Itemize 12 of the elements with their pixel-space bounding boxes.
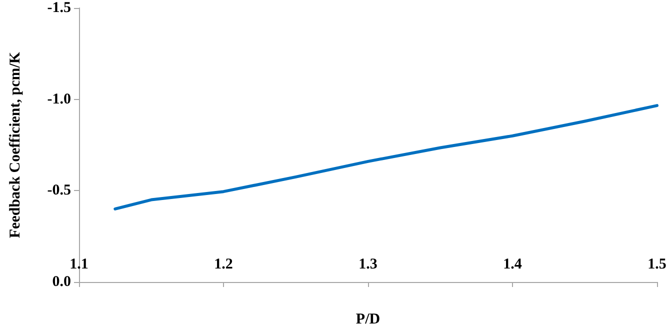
x-tick-label: 1.5 <box>648 256 666 272</box>
y-tick-label: 0.0 <box>52 274 71 290</box>
line-series <box>114 104 658 210</box>
x-tick-label: 1.3 <box>358 256 378 272</box>
x-tick-label: 1.4 <box>503 256 522 272</box>
y-axis-title: Feedback Coefficient, pcm/K <box>8 52 24 238</box>
y-tick-label: -0.5 <box>47 182 71 199</box>
x-tick-label: 1.2 <box>214 256 233 272</box>
x-tick-label: 1.1 <box>70 256 88 272</box>
y-tick-label: -1.0 <box>47 91 71 108</box>
y-tick-label: -1.5 <box>47 0 71 16</box>
x-axis-title: P/D <box>356 312 380 328</box>
